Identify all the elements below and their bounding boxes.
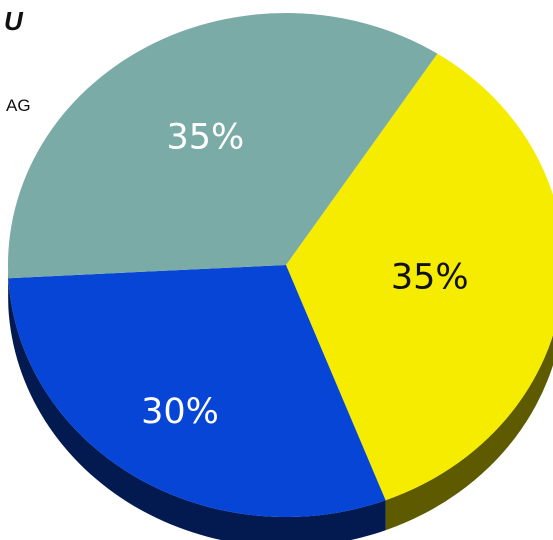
pie-slice-label: 30% — [141, 392, 219, 432]
pie-slice — [7, 12, 438, 279]
pie-slice — [8, 265, 386, 517]
pie-top-layer — [7, 12, 553, 517]
corner-letter: U — [4, 6, 23, 36]
pie-side-layer — [8, 265, 553, 540]
pie-slice-side — [8, 278, 386, 540]
pie-slice-label: 35% — [166, 117, 244, 157]
pie-label-layer: 35% 30% 35% — [141, 117, 469, 432]
pie-slice-label: 35% — [391, 258, 469, 298]
pie-slice-side — [385, 335, 553, 531]
pie-slice — [286, 53, 553, 501]
corner-code: AG — [6, 96, 31, 115]
